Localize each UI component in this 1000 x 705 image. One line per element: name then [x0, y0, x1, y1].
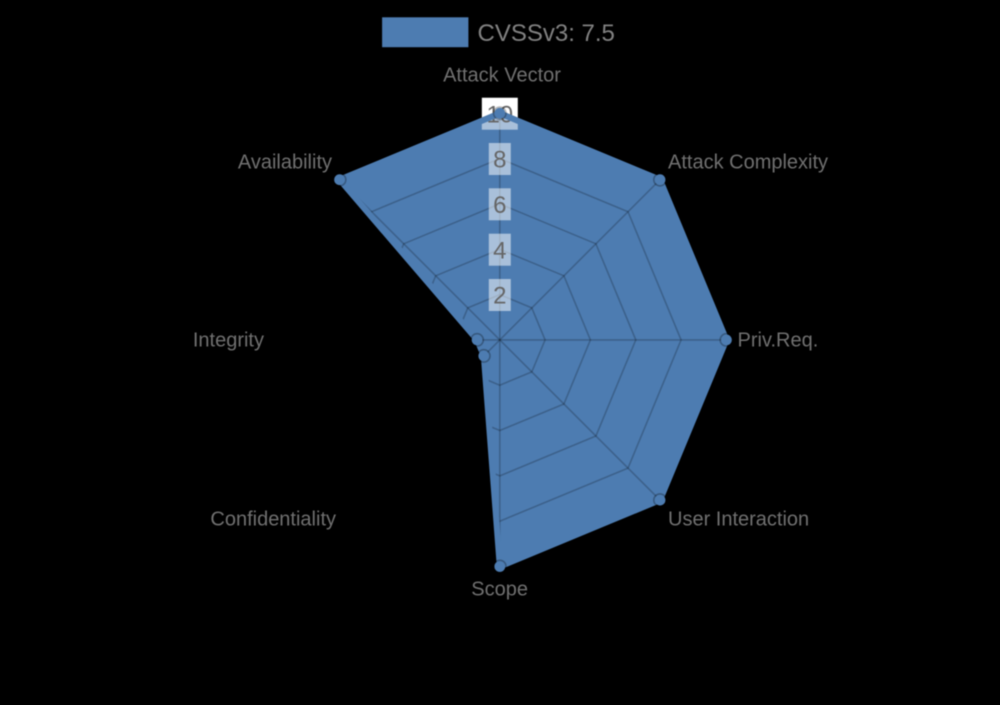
svg-text:4: 4 [493, 237, 506, 264]
svg-text:6: 6 [493, 192, 506, 219]
svg-text:Confidentiality: Confidentiality [210, 509, 336, 531]
svg-text:Priv.Req.: Priv.Req. [738, 330, 819, 352]
svg-text:User Interaction: User Interaction [668, 509, 809, 531]
svg-text:2: 2 [493, 283, 506, 310]
svg-text:CVSSv3: 7.5: CVSSv3: 7.5 [478, 20, 615, 47]
svg-text:Attack Complexity: Attack Complexity [668, 152, 828, 174]
svg-text:Attack Vector: Attack Vector [443, 65, 561, 87]
svg-text:Scope: Scope [471, 579, 528, 601]
svg-text:Integrity: Integrity [193, 330, 264, 352]
svg-text:Availability: Availability [238, 152, 332, 174]
svg-text:8: 8 [493, 147, 506, 174]
